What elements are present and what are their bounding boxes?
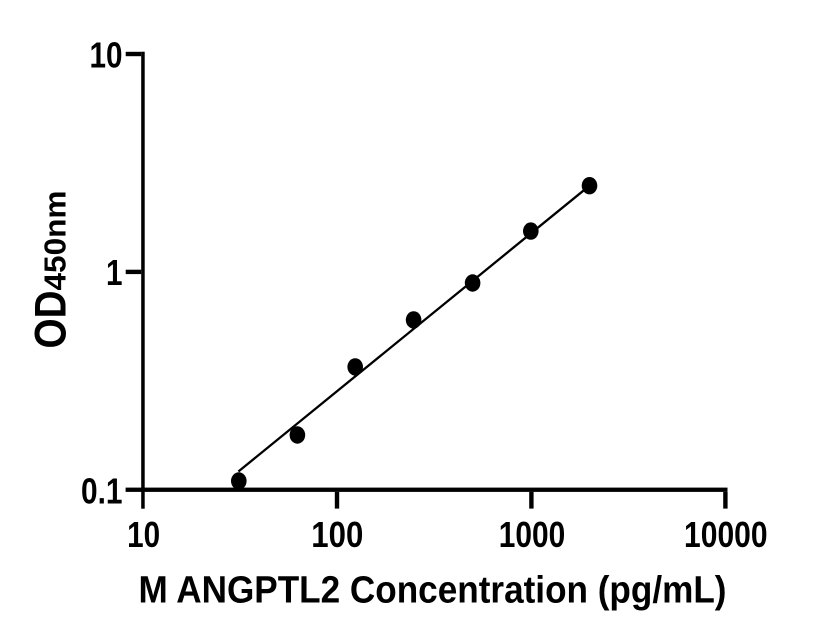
- svg-text:10: 10: [90, 35, 123, 76]
- svg-text:100: 100: [311, 514, 363, 555]
- svg-text:450nm: 450nm: [38, 191, 73, 291]
- svg-text:10000: 10000: [684, 514, 768, 555]
- svg-text:1: 1: [106, 252, 123, 293]
- svg-text:0.1: 0.1: [81, 470, 123, 511]
- svg-text:M ANGPTL2 Concentration (pg/mL: M ANGPTL2 Concentration (pg/mL): [139, 570, 727, 612]
- svg-text:10: 10: [127, 514, 160, 555]
- svg-text:OD: OD: [27, 291, 76, 349]
- svg-text:1000: 1000: [499, 514, 566, 555]
